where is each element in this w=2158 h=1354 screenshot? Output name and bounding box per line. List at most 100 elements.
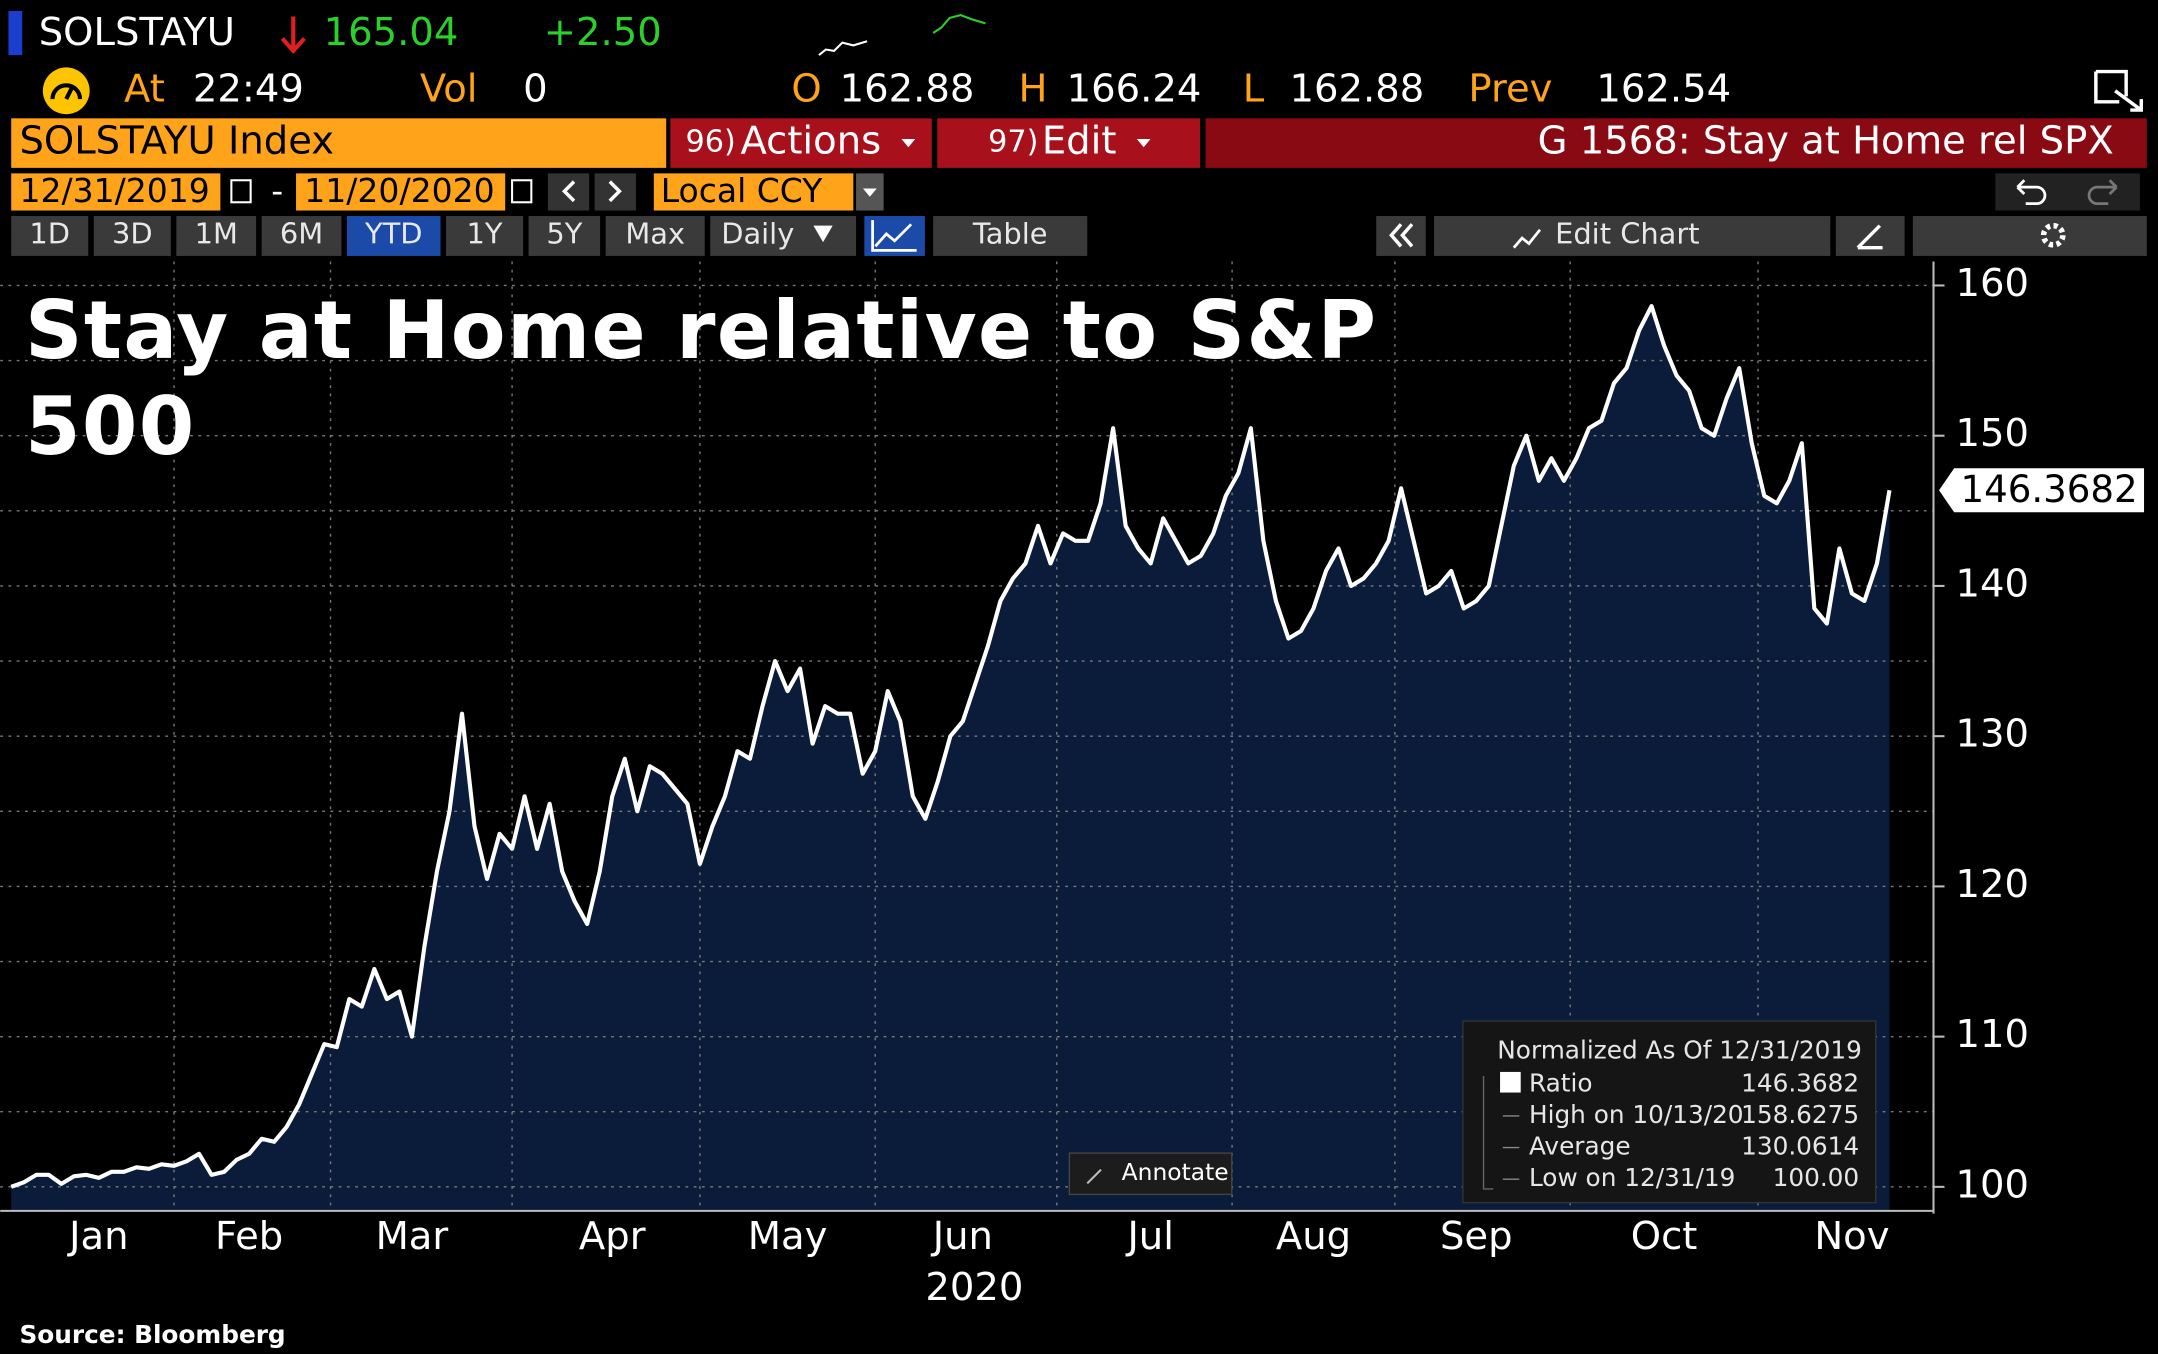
status-icon[interactable] xyxy=(42,67,90,115)
actions-button[interactable] xyxy=(670,118,932,168)
graph-title: G 1568: Stay at Home rel SPX xyxy=(1538,119,2114,164)
x-axis-label: 2020 xyxy=(925,1265,1023,1310)
prev-button[interactable] xyxy=(547,173,590,211)
low-label: L xyxy=(1243,66,1265,111)
line xyxy=(10,304,1892,1189)
x-tick-label: Mar xyxy=(376,1214,449,1259)
table-button[interactable] xyxy=(933,216,1088,256)
security-box[interactable] xyxy=(11,118,667,168)
popout-icon[interactable] xyxy=(2094,69,2144,112)
range-tabs: 1D 3D 1M 6M YTD 1Y 5Y Max xyxy=(11,216,705,256)
undo-redo xyxy=(1995,173,2140,211)
start-date: 12/31/2019 xyxy=(19,171,209,210)
y-tick-label: 150 xyxy=(1956,411,2030,456)
range-tab-label: YTD xyxy=(364,216,423,250)
y-tick-label: 110 xyxy=(1956,1012,2030,1057)
next-icon xyxy=(608,180,622,203)
start-date-box[interactable] xyxy=(11,173,221,211)
legend-box xyxy=(1462,1020,1877,1204)
legend-stat-label: High on 10/13/20 xyxy=(1529,1100,1744,1129)
security: SOLSTAYU Index xyxy=(19,119,334,164)
annotate-button[interactable] xyxy=(1068,1152,1233,1196)
range-tab[interactable] xyxy=(528,216,601,256)
redo-icon[interactable] xyxy=(2087,179,2118,206)
high: 166.24 xyxy=(1067,66,1202,111)
range-tab[interactable] xyxy=(11,216,89,256)
x-tick-label: Jan xyxy=(67,1214,128,1259)
x-tick-label: Oct xyxy=(1631,1214,1698,1259)
chart-title: Stay at Home relative to S&P 500 xyxy=(24,283,1378,474)
currency-box[interactable] xyxy=(653,173,854,211)
dropdown-caret xyxy=(901,138,916,148)
dropdown-caret xyxy=(1136,138,1151,148)
range-tab[interactable] xyxy=(261,216,342,256)
prev: 162.54 xyxy=(1596,66,1731,111)
legend-stat-value: 158.6275 xyxy=(1741,1100,1859,1129)
x-tick-label: Feb xyxy=(215,1214,283,1259)
x-tick-label: Sep xyxy=(1440,1214,1513,1259)
edit-number: 97) xyxy=(988,125,1038,160)
last-value-tag xyxy=(1939,468,2145,513)
range-tab-label: 1D xyxy=(29,216,70,250)
actions: Actions xyxy=(741,119,882,164)
y-tick-label: 100 xyxy=(1956,1162,2030,1207)
last-value-label: 146.3682 xyxy=(1960,468,2137,511)
undo-icon[interactable] xyxy=(2016,179,2047,206)
range-tab-label: Max xyxy=(625,216,685,250)
dropdown-caret xyxy=(862,188,877,197)
open-label: O xyxy=(791,66,821,111)
legend-value: 146.3682 xyxy=(1741,1068,1859,1097)
range-tab-label: 1M xyxy=(195,216,238,250)
legend-stat-label: Low on 12/31/19 xyxy=(1529,1163,1735,1192)
range-tab[interactable] xyxy=(176,216,257,256)
end-date-box[interactable] xyxy=(296,173,506,211)
legend-bracket xyxy=(1482,1076,1494,1190)
edit-chart: Edit Chart xyxy=(1555,216,1699,250)
x-tick-label: Nov xyxy=(1814,1214,1889,1259)
range-tab-label: 3D xyxy=(112,216,153,250)
legend-stat-value: 100.00 xyxy=(1773,1163,1860,1192)
edit-button[interactable] xyxy=(937,118,1201,168)
range-tab[interactable] xyxy=(93,216,171,256)
legend-stat-label: Average xyxy=(1529,1132,1631,1161)
down-arrow xyxy=(280,16,306,55)
line-chart-icon xyxy=(871,220,917,252)
y-tick-label: 140 xyxy=(1956,561,2030,606)
calendar-icon[interactable] xyxy=(230,179,252,204)
prev-icon xyxy=(561,180,576,203)
vol: 0 xyxy=(523,66,548,111)
dropdown-caret xyxy=(813,225,833,243)
time: 22:49 xyxy=(193,66,304,111)
date-separator: - xyxy=(271,171,283,210)
range-tab[interactable] xyxy=(605,216,705,256)
edit-chart-icon xyxy=(1512,228,1542,249)
vol-label: Vol xyxy=(420,66,478,111)
end-date: 11/20/2020 xyxy=(304,171,494,210)
x-tick-label: Jul xyxy=(1125,1214,1173,1259)
y-tick-label: 120 xyxy=(1956,862,2030,907)
range-tab[interactable] xyxy=(346,216,441,256)
y-tick-label: 130 xyxy=(1956,712,2030,757)
edit-chart-button[interactable] xyxy=(1434,216,1831,256)
x-tick-label: Jun xyxy=(931,1214,993,1259)
legend-swatch xyxy=(1500,1071,1521,1093)
next-button[interactable] xyxy=(594,173,636,211)
status-icon-needle xyxy=(50,83,83,100)
plot: 100 110 120 130 140 150 160 Jan Feb Mar Apr May Jun J… xyxy=(0,261,2145,1259)
actions-number: 96) xyxy=(685,125,735,160)
calendar-icon[interactable] xyxy=(511,179,533,204)
range-tab-label: 5Y xyxy=(546,216,582,250)
settings-button[interactable] xyxy=(1912,216,2147,256)
x-tick-label: Aug xyxy=(1276,1214,1351,1259)
annotate-icon xyxy=(1086,1168,1102,1185)
open: 162.88 xyxy=(840,66,975,111)
range-tab[interactable] xyxy=(446,216,524,256)
area xyxy=(11,306,1890,1211)
y-tick-label: 160 xyxy=(1956,261,2030,306)
frequency-button[interactable] xyxy=(710,216,857,256)
prev-label: Prev xyxy=(1468,66,1552,111)
time-label: At xyxy=(124,66,165,111)
high-label: H xyxy=(1018,66,1047,111)
